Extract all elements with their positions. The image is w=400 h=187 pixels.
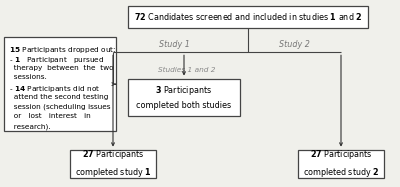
Text: Studies 1 and 2: Studies 1 and 2: [158, 67, 216, 73]
FancyBboxPatch shape: [128, 6, 368, 28]
FancyBboxPatch shape: [298, 150, 384, 178]
FancyBboxPatch shape: [128, 79, 240, 116]
Text: therapy  between  the  two: therapy between the two: [9, 65, 114, 71]
Text: Study 1: Study 1: [158, 40, 190, 49]
Text: $\mathbf{15}$ Participants dropped out:: $\mathbf{15}$ Participants dropped out:: [9, 45, 116, 55]
Text: $\mathbf{3}$ Participants
completed both studies: $\mathbf{3}$ Participants completed both…: [136, 85, 232, 110]
Text: attend the second testing: attend the second testing: [9, 94, 108, 100]
Text: $\mathbf{27}$ Participants
completed study $\mathbf{1}$: $\mathbf{27}$ Participants completed stu…: [75, 148, 151, 179]
Text: - $\mathbf{14}$ Participants did not: - $\mathbf{14}$ Participants did not: [9, 84, 100, 94]
Text: session (scheduling issues: session (scheduling issues: [9, 104, 110, 110]
Text: $\mathbf{27}$ Participants
completed study $\mathbf{2}$: $\mathbf{27}$ Participants completed stu…: [303, 148, 379, 179]
Text: or   lost   interest   in: or lost interest in: [9, 113, 90, 119]
Text: - $\mathbf{1}$   Participant   pursued: - $\mathbf{1}$ Participant pursued: [9, 55, 104, 65]
FancyBboxPatch shape: [70, 150, 156, 178]
Text: $\mathbf{72}$ Candidates screened and included in studies $\mathbf{1}$ and $\mat: $\mathbf{72}$ Candidates screened and in…: [134, 11, 362, 22]
Text: research).: research).: [9, 123, 50, 130]
Text: sessions.: sessions.: [9, 74, 47, 80]
Text: Study 2: Study 2: [278, 40, 310, 49]
FancyBboxPatch shape: [4, 37, 116, 131]
